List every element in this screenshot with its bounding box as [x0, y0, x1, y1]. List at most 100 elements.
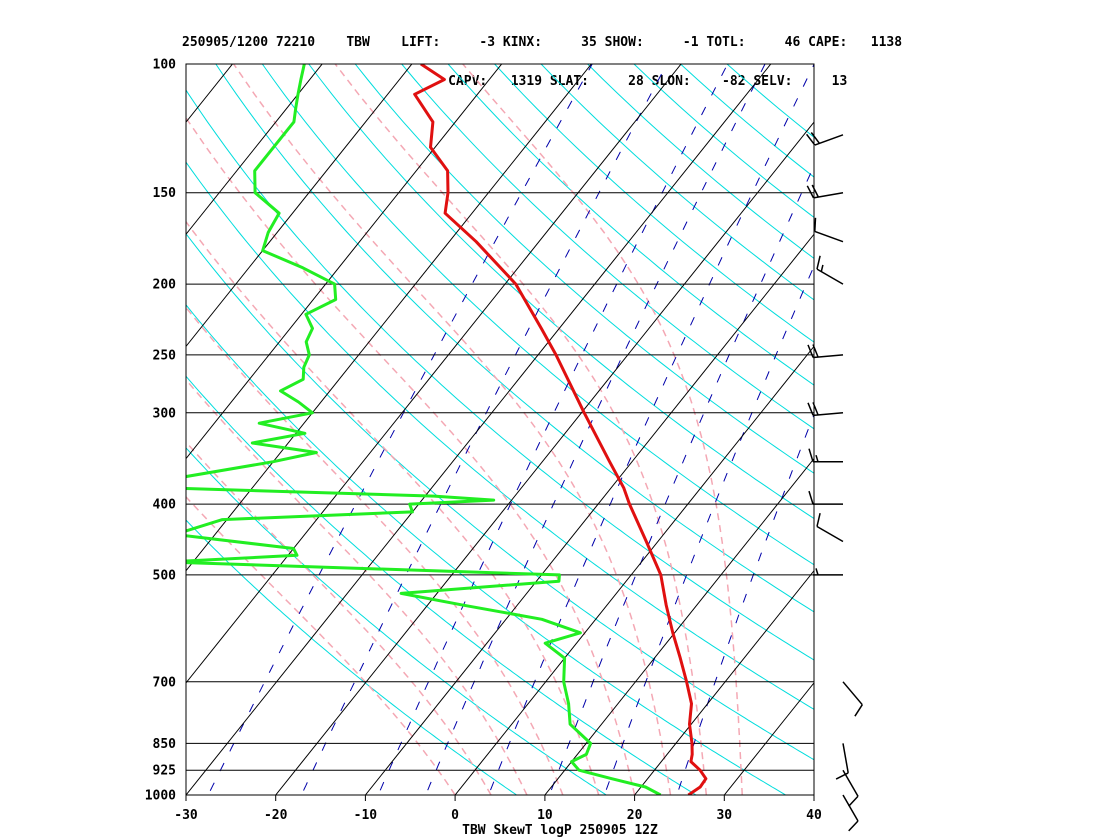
dewpoint-point [221, 519, 223, 521]
dewpoint-point [305, 313, 307, 315]
dewpoint-point [166, 561, 167, 562]
temperature-point [660, 574, 662, 576]
isotherm-line [544, 457, 814, 795]
mixing-ratio-line [548, 164, 814, 795]
isotherm-line [186, 64, 592, 572]
temperature-tick-label: -30 [174, 808, 198, 823]
dewpoint-point [272, 461, 274, 463]
pressure-tick-label: 400 [153, 498, 177, 513]
temperature-point [699, 769, 701, 771]
temperature-point [690, 761, 692, 763]
wind-barb-feather [807, 402, 814, 416]
dry-adiabat-line [186, 519, 518, 795]
dry-adiabat-line [401, 64, 814, 430]
dewpoint-point [578, 769, 580, 771]
mixing-ratio-line [487, 64, 814, 795]
pressure-tick-label: 850 [153, 737, 177, 752]
dry-adiabat-line [186, 89, 814, 661]
wind-barb-half-feather [820, 264, 824, 272]
isotherm-line [454, 345, 814, 795]
isotherm-line [186, 64, 503, 460]
temperature-point [672, 632, 674, 634]
dewpoint-point [462, 604, 464, 606]
wind-barbs [806, 132, 863, 832]
dewpoint-point [579, 632, 582, 634]
wind-barb [814, 217, 844, 243]
temperature-point [583, 412, 585, 414]
wind-barb-feather [806, 133, 816, 146]
dewpoint-point [297, 93, 299, 95]
wind-barb-feather [810, 132, 821, 144]
dry-adiabat-line [586, 64, 814, 259]
dewpoint-point [262, 250, 264, 252]
dewpoint-point [295, 107, 297, 109]
isotherm-line [723, 682, 814, 795]
dewpoint-point [254, 192, 256, 194]
dewpoint-point [493, 499, 495, 501]
dewpoint-point [293, 121, 295, 123]
dewpoint-point [296, 554, 298, 556]
dry-adiabat-line [493, 64, 814, 343]
header: 250905/1200 72210 TBW LIFT: -3 KINX: 35 … [182, 10, 902, 101]
dewpoint-point [569, 723, 571, 725]
wind-barb [808, 490, 843, 505]
dewpoint-profile-line [186, 64, 662, 795]
temperature-profile-line [413, 64, 708, 795]
dewpoint-point [162, 487, 163, 488]
dewpoint-point [297, 401, 300, 403]
dewpoint-point [258, 422, 260, 424]
wind-barb [806, 132, 844, 146]
dry-adiabat-line [261, 64, 814, 566]
wind-barb [842, 794, 859, 832]
temperature-point [705, 778, 707, 780]
temperature-point [444, 212, 446, 214]
dewpoint-point [563, 681, 565, 683]
isotherm-line [275, 121, 814, 795]
wind-barb [807, 344, 844, 359]
dewpoint-point [564, 657, 566, 659]
isotherm-line [186, 64, 233, 123]
dewpoint-point [644, 786, 647, 788]
dewpoint-point [302, 267, 304, 269]
dewpoint-point [305, 341, 307, 343]
dry-adiabat-line [726, 64, 814, 138]
pressure-tick-label: 300 [153, 406, 177, 421]
mixing-ratio-line [603, 264, 814, 795]
wind-barb-feather [816, 255, 821, 270]
pressure-tick-label: 700 [153, 675, 177, 690]
temperature-point [555, 354, 557, 356]
isotherm-line [813, 794, 814, 795]
dewpoint-point [300, 78, 302, 81]
temperature-tick-label: -10 [354, 808, 378, 823]
wind-barb-feather [835, 772, 849, 780]
dewpoint-point [311, 412, 313, 414]
profiles [162, 64, 708, 795]
dewpoint-point [292, 547, 295, 550]
temperature-point [432, 121, 434, 123]
pressure-tick-label: 925 [153, 764, 176, 779]
moist-adiabat-line [334, 64, 708, 795]
dewpoint-point [568, 703, 570, 705]
wind-barb-staff [814, 230, 844, 243]
dewpoint-point [558, 574, 561, 576]
dry-adiabat-line [215, 64, 814, 613]
dewpoint-point [254, 170, 256, 172]
wind-barb-feather [814, 217, 817, 232]
dry-adiabat-line [540, 64, 814, 301]
dewpoint-point [544, 642, 546, 644]
plot-frame [185, 63, 815, 796]
dewpoint-point [335, 298, 337, 301]
dry-adiabat-line [186, 447, 608, 795]
dewpoint-point [311, 327, 314, 329]
temperature-point [686, 681, 688, 683]
dewpoint-point [308, 354, 310, 356]
dewpoint-point [304, 432, 306, 434]
pressure-tick-label: 200 [153, 278, 177, 293]
moist-adiabat-line [186, 495, 456, 795]
dewpoint-point [409, 503, 411, 505]
dewpoint-point [590, 742, 592, 745]
dewpoint-point [411, 511, 413, 513]
wind-barb [835, 743, 849, 780]
temperature-tick-label: 20 [627, 808, 643, 823]
wind-barb [806, 184, 844, 199]
